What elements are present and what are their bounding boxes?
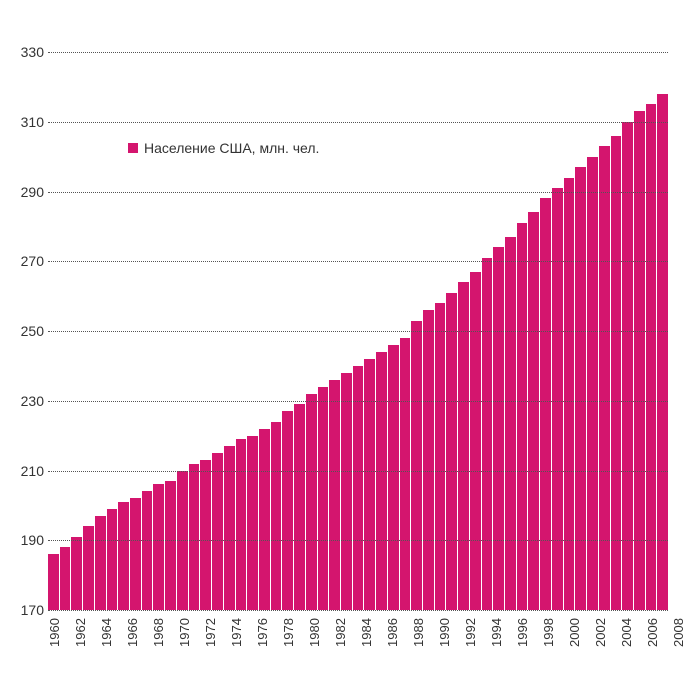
gridline bbox=[48, 401, 668, 402]
gridline bbox=[48, 52, 668, 53]
x-tick-label: 1992 bbox=[464, 614, 477, 652]
bar bbox=[306, 394, 317, 610]
bar bbox=[341, 373, 352, 610]
gridline bbox=[48, 610, 668, 611]
x-axis-labels: 1960196119621963196419651966196719681969… bbox=[48, 614, 668, 652]
x-tick-label: 1988 bbox=[412, 614, 425, 652]
y-tick-label: 310 bbox=[4, 114, 44, 130]
x-tick-label: 1990 bbox=[438, 614, 451, 652]
bar bbox=[540, 198, 551, 610]
x-tick-label: 2004 bbox=[620, 614, 633, 652]
bar bbox=[212, 453, 223, 610]
gridline bbox=[48, 540, 668, 541]
gridline bbox=[48, 192, 668, 193]
bar bbox=[657, 94, 668, 610]
y-tick-label: 270 bbox=[4, 253, 44, 269]
y-tick-label: 190 bbox=[4, 532, 44, 548]
plot-area bbox=[48, 52, 668, 610]
x-tick-label: 1962 bbox=[74, 614, 87, 652]
bar bbox=[446, 293, 457, 610]
x-tick-label: 1978 bbox=[282, 614, 295, 652]
x-tick-label: 1960 bbox=[48, 614, 61, 652]
bar bbox=[118, 502, 129, 610]
x-tick-label: 2008 bbox=[672, 614, 685, 652]
bar bbox=[482, 258, 493, 610]
x-tick-label: 1970 bbox=[178, 614, 191, 652]
bar bbox=[470, 272, 481, 610]
bar bbox=[95, 516, 106, 610]
x-tick-label: 1974 bbox=[230, 614, 243, 652]
x-tick-label: 1972 bbox=[204, 614, 217, 652]
population-chart: 1960196119621963196419651966196719681969… bbox=[0, 0, 700, 700]
legend-swatch bbox=[128, 143, 138, 153]
chart-legend: Население США, млн. чел. bbox=[128, 140, 319, 156]
x-tick-label: 2000 bbox=[568, 614, 581, 652]
bar bbox=[60, 547, 71, 610]
bar bbox=[71, 537, 82, 610]
bar bbox=[564, 178, 575, 610]
x-tick-label: 1996 bbox=[516, 614, 529, 652]
bar bbox=[107, 509, 118, 610]
y-tick-label: 210 bbox=[4, 463, 44, 479]
bar bbox=[189, 464, 200, 610]
bar bbox=[48, 554, 59, 610]
x-tick-label: 2002 bbox=[594, 614, 607, 652]
bar bbox=[259, 429, 270, 610]
bar bbox=[282, 411, 293, 610]
bar bbox=[165, 481, 176, 610]
bar bbox=[236, 439, 247, 610]
bar bbox=[435, 303, 446, 610]
bar bbox=[200, 460, 211, 610]
bar bbox=[294, 404, 305, 610]
gridline bbox=[48, 122, 668, 123]
x-tick-label: 1998 bbox=[542, 614, 555, 652]
gridline bbox=[48, 331, 668, 332]
gridline bbox=[48, 261, 668, 262]
bar bbox=[364, 359, 375, 610]
bar bbox=[552, 188, 563, 610]
bar bbox=[353, 366, 364, 610]
bar bbox=[517, 223, 528, 610]
bar bbox=[505, 237, 516, 610]
bar bbox=[528, 212, 539, 610]
y-tick-label: 170 bbox=[4, 602, 44, 618]
x-tick-label: 1968 bbox=[152, 614, 165, 652]
x-tick-label: 1986 bbox=[386, 614, 399, 652]
bar bbox=[142, 491, 153, 610]
x-tick-label: 1984 bbox=[360, 614, 373, 652]
bar bbox=[376, 352, 387, 610]
y-tick-label: 230 bbox=[4, 393, 44, 409]
bar bbox=[388, 345, 399, 610]
bar bbox=[423, 310, 434, 610]
bar bbox=[611, 136, 622, 610]
bar bbox=[247, 436, 258, 610]
bar bbox=[271, 422, 282, 610]
x-tick-label: 1976 bbox=[256, 614, 269, 652]
x-tick-label: 2006 bbox=[646, 614, 659, 652]
bar bbox=[622, 122, 633, 610]
bar bbox=[83, 526, 94, 610]
x-tick-label: 1980 bbox=[308, 614, 321, 652]
bar bbox=[493, 247, 504, 610]
bar bbox=[411, 321, 422, 610]
x-tick-label: 1964 bbox=[100, 614, 113, 652]
bar bbox=[130, 498, 141, 610]
x-tick-label: 1994 bbox=[490, 614, 503, 652]
legend-label: Население США, млн. чел. bbox=[144, 140, 319, 156]
bar bbox=[634, 111, 645, 610]
bar bbox=[318, 387, 329, 610]
y-tick-label: 330 bbox=[4, 44, 44, 60]
bar bbox=[587, 157, 598, 610]
x-tick-label: 1982 bbox=[334, 614, 347, 652]
bar bbox=[153, 484, 164, 610]
bar bbox=[646, 104, 657, 610]
y-tick-label: 290 bbox=[4, 184, 44, 200]
bar bbox=[400, 338, 411, 610]
gridline bbox=[48, 471, 668, 472]
y-tick-label: 250 bbox=[4, 323, 44, 339]
x-tick-label: 1966 bbox=[126, 614, 139, 652]
bar bbox=[329, 380, 340, 610]
bar bbox=[575, 167, 586, 610]
